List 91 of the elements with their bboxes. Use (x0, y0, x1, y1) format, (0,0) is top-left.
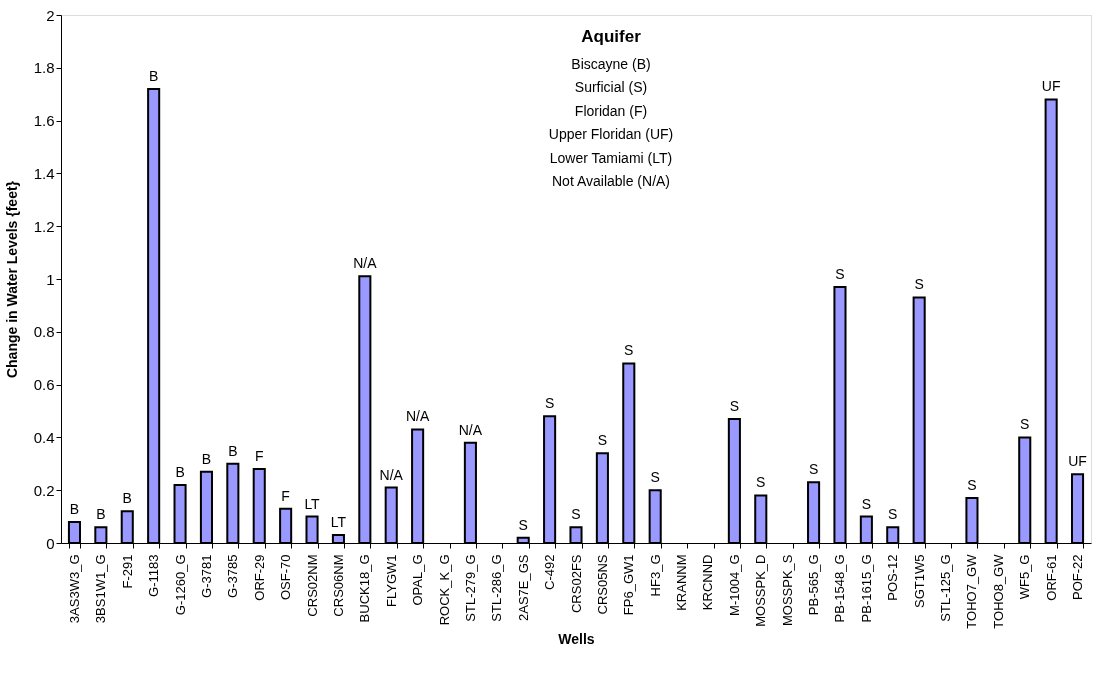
x-tick-label: HF3_G (647, 554, 663, 597)
y-tick-label: 0 (46, 534, 55, 552)
x-tick-label: CRS06NM (330, 554, 346, 617)
x-tick-label: 3BS1W1_G (93, 554, 109, 624)
annotation: Floridan (F) (574, 102, 648, 119)
data-label: B (122, 490, 132, 507)
y-tick-label: 1.4 (33, 164, 55, 182)
x-tick-label: ROCK_K_G (436, 554, 452, 626)
data-label: UF (1068, 453, 1087, 470)
data-label: N/A (379, 466, 404, 483)
x-tick-label: POF-22 (1070, 554, 1086, 601)
x-tick-label: CRS02FS (568, 554, 584, 614)
y-tick-label: 0.2 (33, 481, 55, 499)
data-label: S (861, 495, 872, 512)
x-tick-label: PB-1548_G (832, 554, 848, 623)
data-label: S (650, 469, 660, 486)
x-tick-label: ORF-61 (1043, 554, 1059, 601)
data-label: S (914, 276, 924, 293)
x-tick-label: MOSSPK_D (753, 554, 769, 627)
annotation: Biscayne (B) (571, 55, 651, 72)
x-tick-label: BUCK18_G (357, 554, 373, 623)
x-tick-label: MOSSPK_S (779, 554, 795, 627)
x-tick-label: KRANNM (674, 554, 690, 611)
y-tick-label: 1.2 (33, 217, 55, 235)
data-label: S (967, 477, 977, 494)
x-tick-label: STL-286_G (489, 554, 505, 622)
x-tick-label: STL-279_G (462, 554, 478, 622)
x-tick-label: G-1260_G (172, 554, 188, 616)
data-label: LT (330, 514, 347, 531)
data-label: S (518, 516, 528, 533)
annotation: Not Available (N/A) (551, 173, 671, 189)
data-label: S (756, 474, 766, 491)
data-label: S (1020, 416, 1030, 433)
data-label: B (148, 67, 159, 84)
data-label: N/A (353, 255, 378, 272)
x-tick-label: OSF-70 (278, 554, 294, 601)
x-tick-label: G-3785 (225, 554, 241, 598)
x-tick-label: PB-1615_G (858, 554, 874, 623)
x-tick-label: G-1183 (146, 554, 162, 597)
y-tick-label: 0.8 (33, 323, 55, 341)
data-label: N/A (405, 408, 430, 425)
x-axis-title: Wells (558, 630, 595, 647)
annotation: Aquifer (581, 27, 642, 46)
x-tick-label: POS-12 (885, 554, 901, 601)
data-label: S (624, 342, 634, 359)
x-tick-label: WF5_G (1017, 554, 1033, 600)
x-tick-label: PB-565_G (806, 554, 822, 616)
x-tick-label: STL-125_G (938, 554, 954, 622)
data-label: UF (1041, 78, 1061, 95)
data-label: B (228, 442, 238, 459)
y-tick-label: 1.6 (33, 112, 55, 130)
annotation: Surficial (S) (574, 79, 648, 95)
y-tick-label: 2 (46, 6, 55, 24)
y-tick-label: 0.6 (33, 376, 55, 394)
data-label: S (808, 461, 819, 478)
data-label: B (201, 450, 212, 467)
x-tick-label: FLYGW1 (383, 554, 399, 607)
y-axis-title: Change in Water Levels {feet} (3, 180, 20, 379)
data-label: B (96, 506, 106, 523)
data-label: S (888, 506, 898, 523)
data-label: S (597, 432, 608, 449)
x-tick-label: CRS02NM (304, 554, 320, 617)
x-tick-label: 2AS7E_GS (515, 554, 531, 621)
y-tick-label: 1 (46, 270, 55, 288)
y-tick-label: 0.4 (33, 428, 55, 446)
x-tick-label: KRCNND (700, 554, 716, 611)
data-label: F (281, 487, 290, 504)
data-label: LT (304, 495, 321, 512)
annotation: Upper Floridan (UF) (548, 126, 674, 142)
data-label: B (175, 463, 185, 480)
x-tick-label: C-492 (542, 554, 558, 590)
annotation: Lower Tamiami (LT) (549, 149, 673, 166)
x-tick-label: F-291 (119, 554, 135, 589)
x-tick-label: 3AS3W3_G (66, 554, 82, 624)
x-tick-label: M-1004_G (726, 554, 742, 616)
x-tick-label: TOHO8_GW (990, 553, 1006, 629)
x-tick-label: G-3781 (198, 554, 214, 598)
x-tick-label: TOHO7_GW (964, 553, 980, 629)
x-tick-label: FP6_GW1 (621, 554, 637, 616)
data-label: S (544, 395, 555, 412)
x-tick-label: CRS05NS (594, 554, 610, 615)
data-label: S (729, 397, 740, 414)
data-label: F (254, 448, 264, 465)
data-label: N/A (458, 421, 483, 438)
data-label: S (571, 506, 581, 523)
x-tick-label: ORF-29 (251, 554, 267, 601)
data-label: S (835, 265, 845, 282)
x-tick-label: SGT1W5 (911, 554, 927, 608)
data-label: B (69, 500, 80, 517)
x-tick-label: OPAL_G (410, 554, 426, 606)
y-tick-label: 1.8 (33, 59, 55, 77)
